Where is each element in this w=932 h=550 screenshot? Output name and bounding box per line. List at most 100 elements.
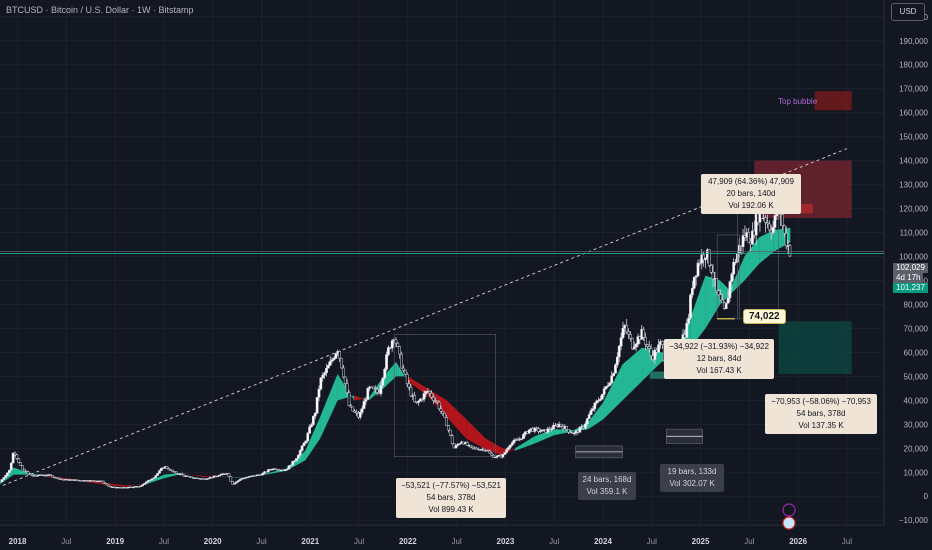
candle-body [437,401,441,410]
candle-body [486,450,490,452]
ma-ribbon-segment [642,347,662,382]
candle-body [409,386,413,397]
y-tick-label: 10,000 [904,468,929,477]
candle-body [721,299,724,303]
candle-body [403,370,407,375]
candle-body [154,475,158,479]
candle-body [109,486,113,488]
x-tick-label: Jul [744,537,754,546]
candle-body [520,438,523,440]
candle-body [405,374,409,384]
currency-button[interactable]: USD [891,3,925,21]
candle-body [300,445,304,451]
candle-body [715,278,719,292]
candle-body [454,445,458,449]
candle-body [450,435,454,444]
candle-body [469,444,473,448]
x-tick-label: Jul [549,537,559,546]
candle-body [342,367,345,378]
candle-body [139,485,143,487]
ma-ribbon-segment [124,483,145,487]
x-tick-label: 2018 [9,537,27,546]
candle-body [490,452,493,456]
candle-body [334,353,338,359]
candle-body [606,385,610,387]
candle-body [510,442,514,446]
candle-body [766,222,769,225]
candle-body [218,474,221,477]
candle-body [15,454,19,459]
candle-body [647,346,651,349]
candle-body [612,373,615,377]
x-tick-label: Jul [647,537,657,546]
x-tick-label: Jul [256,537,266,546]
ma-ribbon-segment [144,474,164,485]
x-tick-label: 2024 [594,537,612,546]
candle-body [107,484,111,487]
candle-body [310,424,313,428]
candle-body [704,257,707,261]
candle-body [206,478,210,480]
candle-body [537,428,540,432]
candle-body [724,303,728,309]
candle-body [182,474,186,477]
candle-body [308,426,311,434]
ma-ribbon-segment [407,376,428,396]
candle-body [546,428,550,433]
candle-body [692,276,696,289]
y-tick-label: 0 [924,492,929,501]
candle-body [781,214,784,226]
candle-body [578,427,582,433]
candle-body [4,475,7,478]
candle-body [298,450,302,456]
candle-body [685,323,689,338]
candle-body [788,245,792,257]
y-tick-label: 50,000 [904,372,929,381]
candle-body [338,350,341,359]
ma-ribbon-segment [588,402,603,430]
candle-body [156,472,159,476]
candle-body [604,386,608,389]
candle-body [355,411,358,414]
candle-body [150,478,154,481]
candle-body [432,396,435,401]
ma-ribbon-segment [729,256,745,295]
candle-body [771,227,775,233]
bear-2022-measure-box [393,334,496,457]
candle-body [227,473,231,477]
candle-body [103,482,107,485]
ma-ribbon-segment [534,429,555,444]
flag-icon [782,516,796,530]
candle-body [728,281,732,299]
x-tick-label: Jul [61,537,71,546]
candle-body [418,398,422,402]
candle-body [152,477,156,480]
candle-body [23,468,26,472]
candle-body [398,346,402,355]
candle-body [306,433,310,442]
x-tick-label: Jul [354,537,364,546]
candle-body [625,325,629,333]
candle-body [24,470,28,473]
candle-body [784,232,788,247]
candle-body [726,297,730,304]
y-tick-label: 60,000 [904,348,929,357]
candle-body [0,479,4,483]
candle-body [589,410,593,415]
x-tick-label: Jul [159,537,169,546]
candle-body [694,275,698,278]
candle-body [422,393,426,400]
ma-ribbon-segment [485,438,503,456]
low-price-label: 74,022 [743,309,786,324]
range-2025-measure-label: 19 bars, 133d Vol 302.07 K [660,464,724,492]
candle-body [101,480,105,484]
ma-ribbon-segment [368,376,384,401]
candle-body [689,294,692,319]
candle-body [385,354,388,370]
candle-body [283,469,287,472]
x-tick-label: 2021 [301,537,319,546]
candle-body [471,446,475,449]
candle-body [565,426,569,430]
candle-body [161,467,165,469]
